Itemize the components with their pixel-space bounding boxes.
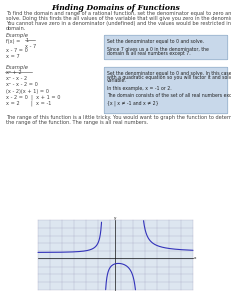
- Text: the range of the function. The range is all real numbers.: the range of the function. The range is …: [6, 120, 147, 125]
- Text: Finding Domains of Functions: Finding Domains of Functions: [52, 4, 179, 12]
- Text: solve. Doing this finds the all values of the variable that will give you zero i: solve. Doing this finds the all values o…: [6, 16, 231, 21]
- Text: Set the denominator equal to 0 and solve. In this case, we are working: Set the denominator equal to 0 and solve…: [106, 70, 231, 76]
- Text: Example: Example: [6, 33, 29, 38]
- Text: x = 7: x = 7: [6, 53, 20, 58]
- Text: with a quadratic equation so you will factor it and solve for the: with a quadratic equation so you will fa…: [106, 74, 231, 80]
- Text: x² - x - 2: x² - x - 2: [6, 76, 27, 81]
- Text: x - 2 = 0  |  x + 1 = 0: x - 2 = 0 | x + 1 = 0: [6, 94, 60, 100]
- Text: f(x) =: f(x) =: [6, 39, 20, 44]
- Text: x - 7: x - 7: [25, 44, 36, 49]
- Text: variable.: variable.: [106, 79, 126, 83]
- Text: {x | x ≠ -1 and x ≠ 2}: {x | x ≠ -1 and x ≠ 2}: [106, 101, 158, 106]
- FancyBboxPatch shape: [104, 35, 227, 60]
- Text: To find the domain and range of a rational function, set the denominator equal t: To find the domain and range of a ration…: [6, 11, 231, 16]
- Text: The domain consists of the set of all real numbers except -1 and 2.: The domain consists of the set of all re…: [106, 94, 231, 98]
- Text: (x - 2)(x + 1) = 0: (x - 2)(x + 1) = 0: [6, 89, 49, 94]
- Text: domain.: domain.: [6, 26, 26, 31]
- Text: x² - x - 2 = 0: x² - x - 2 = 0: [6, 82, 38, 87]
- Text: Set the denominator equal to 0 and solve.: Set the denominator equal to 0 and solve…: [106, 38, 203, 43]
- Text: The range of this function is a little tricky. You would want to graph the funct: The range of this function is a little t…: [6, 115, 231, 120]
- Text: Example: Example: [6, 65, 29, 70]
- Text: 1: 1: [26, 38, 29, 43]
- Text: x - 7 = 0: x - 7 = 0: [6, 49, 28, 53]
- Bar: [38, 220, 192, 290]
- Text: x² + 2: x² + 2: [6, 70, 21, 74]
- Text: x: x: [193, 256, 196, 260]
- Text: In this example, x = -1 or 2.: In this example, x = -1 or 2.: [106, 86, 171, 91]
- Text: You cannot have zero in a denominator (undefined) and the values would be restri: You cannot have zero in a denominator (u…: [6, 21, 231, 26]
- Text: y: y: [114, 216, 116, 220]
- FancyBboxPatch shape: [104, 67, 227, 114]
- Text: Since 7 gives us a 0 in the denominator, the: Since 7 gives us a 0 in the denominator,…: [106, 47, 208, 52]
- Text: x = 2       |  x = -1: x = 2 | x = -1: [6, 100, 51, 106]
- Text: domain is all real numbers except 7.: domain is all real numbers except 7.: [106, 51, 190, 56]
